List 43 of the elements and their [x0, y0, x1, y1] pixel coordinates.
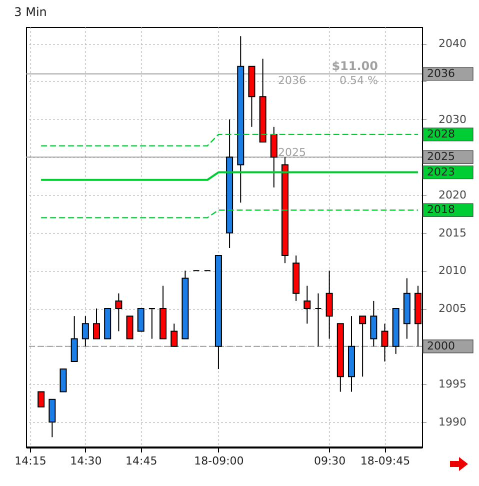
annotation: 2025 [278, 146, 306, 159]
data-label: 2023 [427, 165, 455, 178]
y-tick-label: 2015 [438, 226, 466, 240]
candlestick [381, 323, 388, 362]
x-tick-label: 14:15 [14, 454, 46, 468]
y-tick-label: 2030 [438, 112, 466, 126]
candlestick [38, 391, 45, 408]
candlestick [48, 398, 56, 438]
candlestick [170, 323, 178, 347]
candlestick [137, 308, 144, 332]
y-tick-label: 2040 [438, 37, 466, 50]
ref-line-label: 2025 [427, 150, 455, 164]
y-tick-label: 2020 [438, 188, 466, 202]
candlestick [82, 316, 89, 347]
candlestick [270, 126, 278, 188]
candlestick [60, 368, 67, 392]
candlestick [370, 300, 378, 347]
candlestick [304, 285, 311, 324]
candlestick [326, 270, 333, 340]
annotation: $11.00 [332, 59, 378, 73]
chart-title: 3 Min [14, 5, 47, 19]
x-tick-label: 14:45 [126, 454, 158, 468]
y-tick-label: 1990 [438, 416, 466, 429]
x-tick-label: 18-09:00 [194, 454, 244, 468]
y-tick-label: 2010 [438, 264, 466, 278]
x-tick-label: 18-09:45 [360, 454, 410, 468]
candlestick [70, 316, 78, 362]
annotation: 2036 [278, 74, 306, 87]
y-tick-label: 2005 [438, 302, 466, 316]
candlestick [93, 308, 100, 340]
data-label: 2018 [427, 203, 455, 216]
annotation: 0.54 % [340, 74, 378, 87]
x-tick-label: 09:30 [314, 454, 346, 468]
candlestick [359, 316, 366, 378]
data-label: 2028 [427, 127, 455, 140]
candlestick [115, 292, 122, 332]
candlestick [314, 292, 322, 347]
ref-line-label: 2000 [427, 339, 455, 352]
ref-line-label: 2036 [427, 66, 455, 80]
y-tick-label: 1995 [438, 378, 466, 391]
candlestick [126, 316, 134, 340]
x-tick-label: 14:30 [70, 454, 102, 468]
candlestick [148, 308, 156, 340]
